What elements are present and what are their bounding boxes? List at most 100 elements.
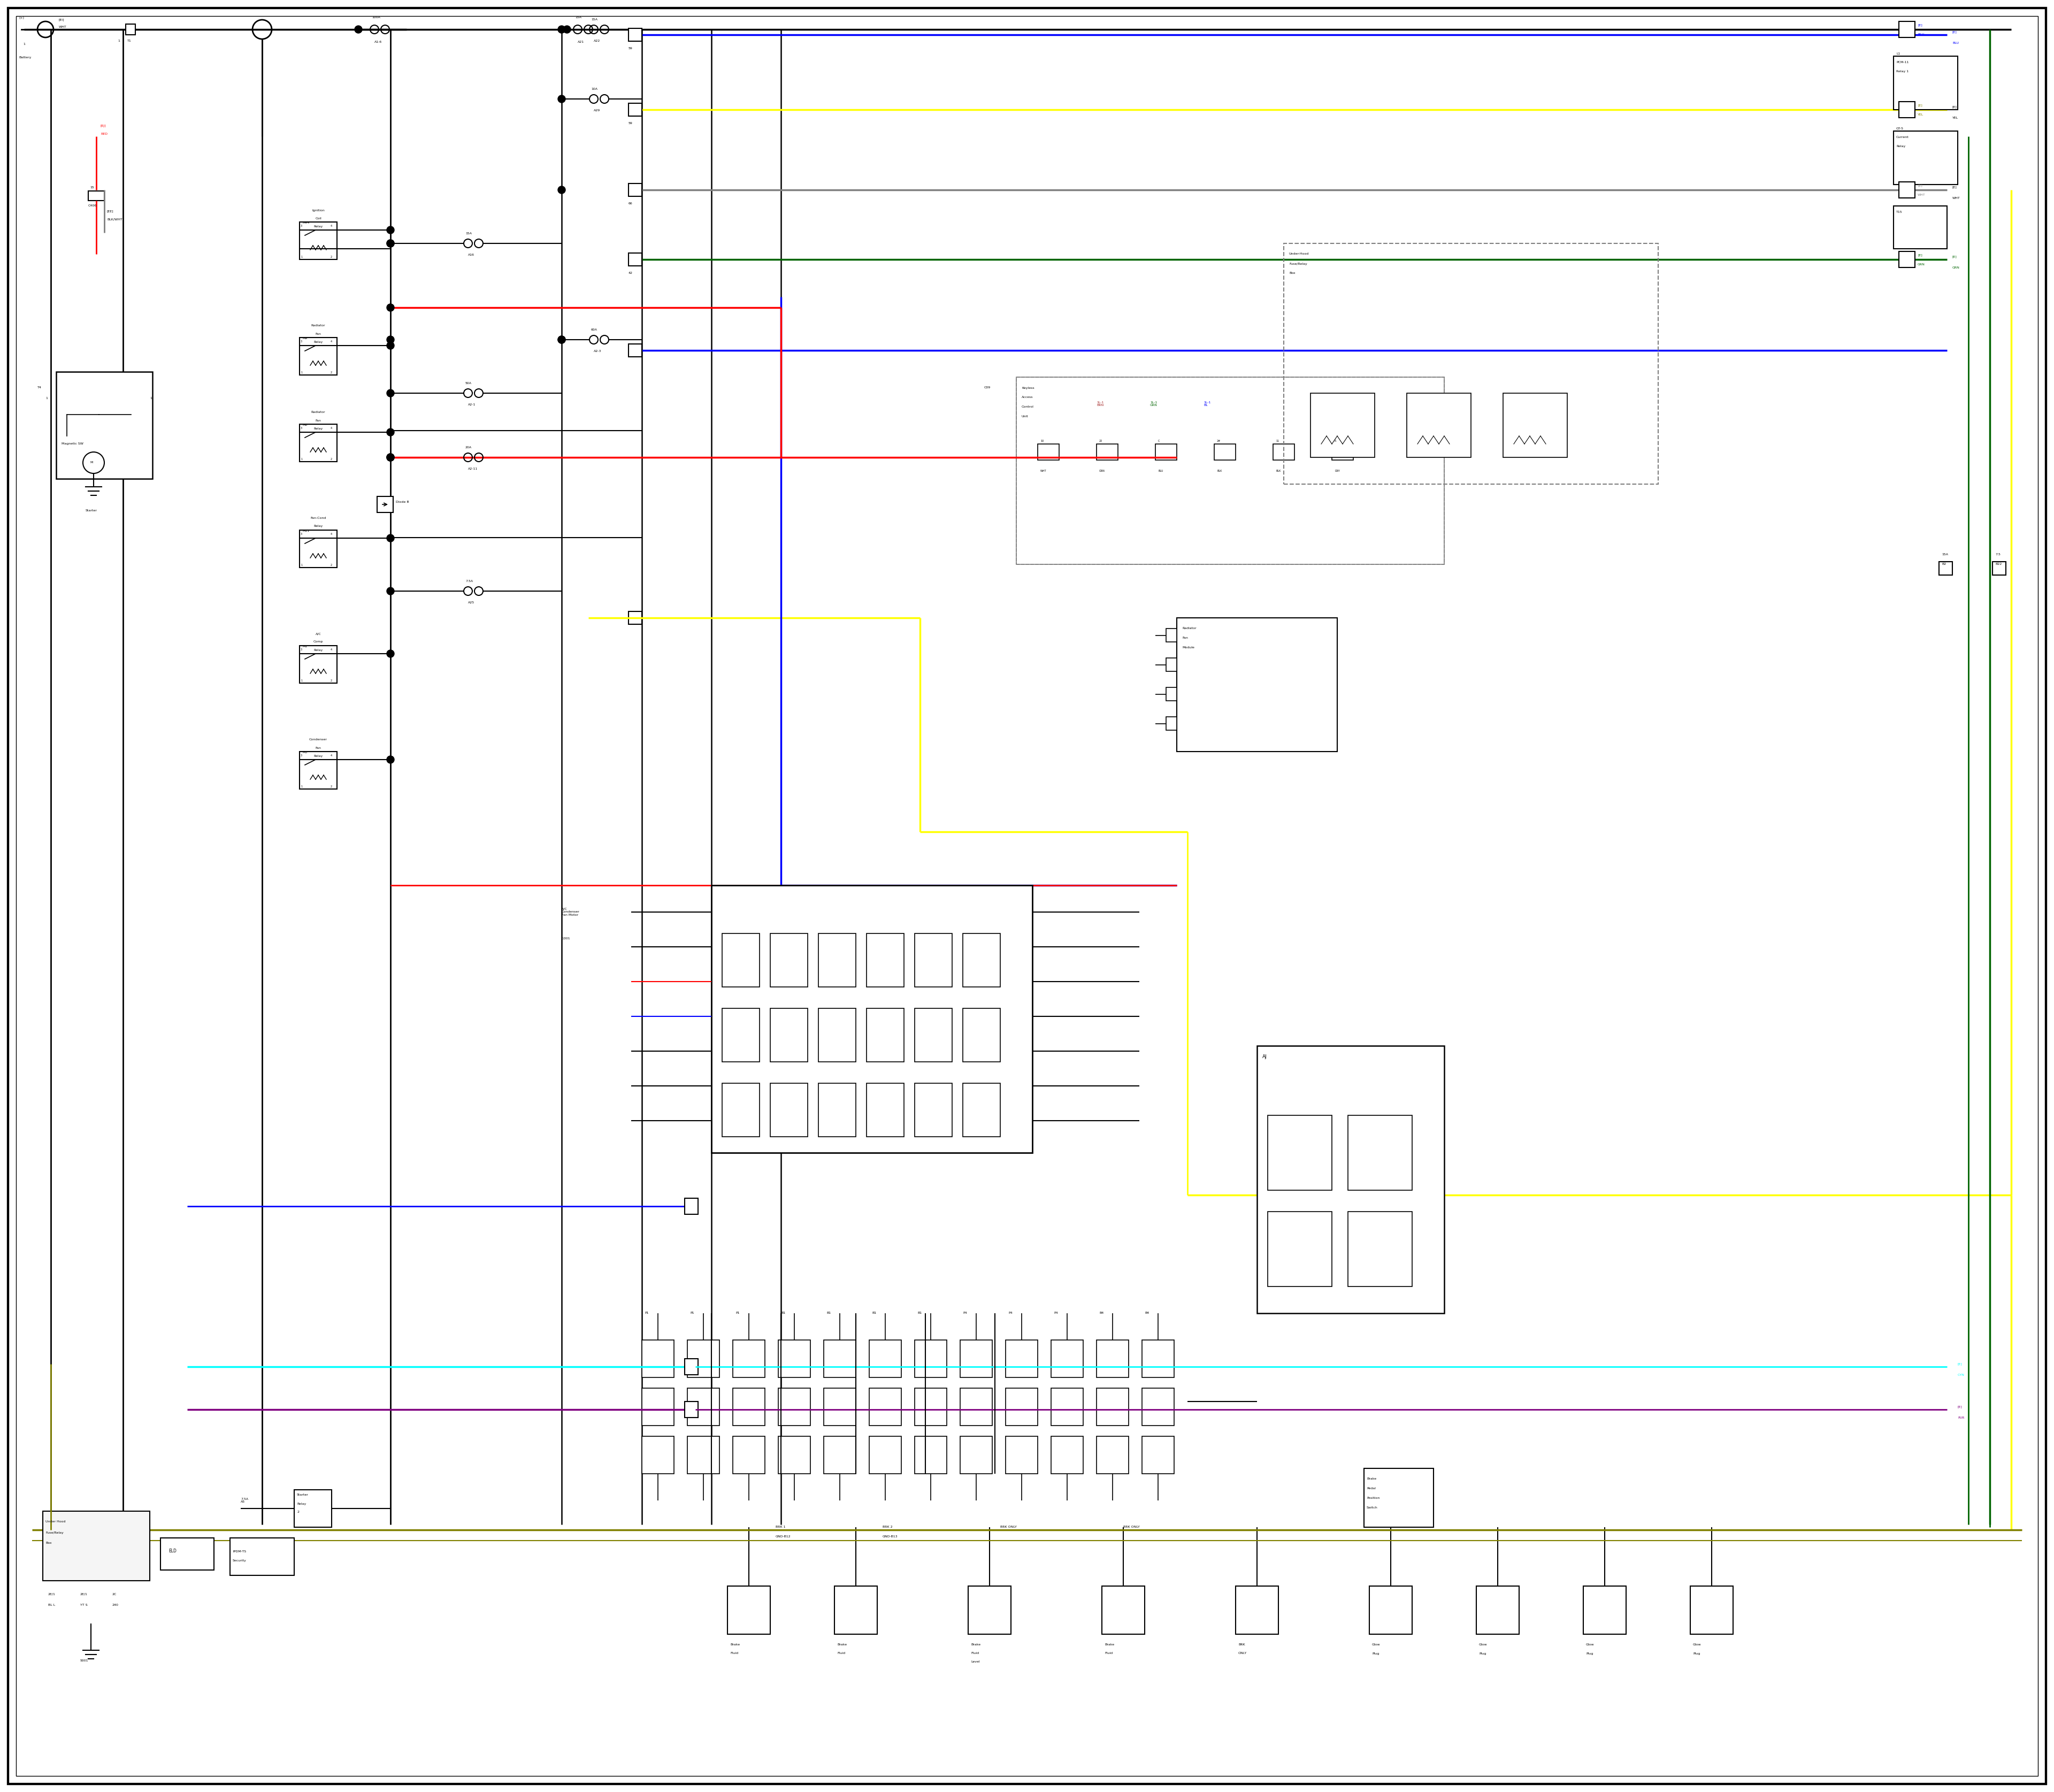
Bar [629,104,641,116]
Bar [869,1340,902,1378]
Bar [629,344,641,357]
Text: GRN: GRN [1918,263,1925,267]
Text: [E]: [E] [1957,1362,1962,1366]
Text: Position: Position [1366,1496,1380,1500]
Bar [1142,1435,1175,1473]
Bar [869,1435,902,1473]
Bar [733,1389,764,1426]
Bar [733,1435,764,1473]
Text: 42: 42 [629,271,633,274]
Bar [733,1340,764,1378]
Text: Condenser: Condenser [310,738,327,742]
Text: Unit: Unit [1021,416,1029,418]
Circle shape [386,305,394,312]
Bar [1017,376,1444,564]
Text: Diode B: Diode B [396,500,409,504]
Bar [824,1340,857,1378]
Bar [1898,251,1914,267]
Text: 7.5: 7.5 [1994,554,2001,556]
Bar [641,1340,674,1378]
Text: A29: A29 [594,109,600,113]
Text: Comp: Comp [314,640,322,643]
Bar [914,1389,947,1426]
Text: M1: M1 [302,645,308,649]
Text: A22: A22 [594,39,600,43]
Text: Under-Hood: Under-Hood [1290,253,1308,256]
Circle shape [386,240,394,247]
Text: DRY: DRY [1335,470,1339,471]
Text: Fuse/Relay: Fuse/Relay [1290,262,1306,265]
Text: 15A: 15A [466,233,472,235]
Text: Brake: Brake [1105,1643,1113,1647]
Bar [914,1340,947,1378]
Bar [1267,1211,1331,1287]
Text: BLK/WHT: BLK/WHT [107,219,123,220]
Bar [300,222,337,260]
Text: Brake: Brake [838,1643,846,1647]
Text: [E]: [E] [1953,186,1957,188]
Text: 1: 1 [45,398,47,400]
Text: 10A: 10A [592,88,598,91]
Text: 100A: 100A [372,16,380,20]
Text: PCM-11: PCM-11 [1896,61,1908,65]
Bar [770,1082,807,1136]
Bar [1894,206,1947,249]
Text: B1: B1 [918,1312,922,1315]
Text: Relay: Relay [314,649,322,650]
Text: GND-B13: GND-B13 [883,1536,898,1538]
Text: Plug: Plug [1372,1652,1378,1654]
Text: M: M [90,461,92,464]
Bar [43,1511,150,1581]
Bar [723,1009,760,1063]
Text: Glow: Glow [1586,1643,1594,1647]
Text: B4: B4 [1144,1312,1148,1315]
Text: A/C
Condenser
Fan Motor: A/C Condenser Fan Motor [561,907,579,916]
Bar [684,1358,698,1374]
Circle shape [355,25,362,34]
Text: M11: M11 [302,530,310,532]
Text: S001: S001 [80,1659,88,1663]
Text: Relay: Relay [314,525,322,527]
Text: Relay: Relay [1896,145,1906,147]
Text: Fan: Fan [316,419,320,421]
Text: GRN: GRN [1953,267,1960,269]
Text: P1: P1 [690,1312,694,1315]
Bar [778,1435,811,1473]
Text: 15A: 15A [575,16,581,20]
Bar [1052,1435,1082,1473]
Text: Current: Current [1896,136,1908,138]
Text: (+): (+) [18,16,25,20]
Text: GT-5: GT-5 [1896,127,1904,129]
Bar [1370,1586,1413,1634]
Bar [959,1340,992,1378]
Bar [959,1389,992,1426]
Text: Fluid: Fluid [972,1652,980,1654]
Bar [723,934,760,987]
Text: Access: Access [1021,396,1033,400]
Bar [770,1009,807,1063]
Bar [1504,392,1567,457]
Text: Radiator: Radiator [310,324,325,328]
Text: A16: A16 [468,254,474,256]
Bar [727,1586,770,1634]
Text: 15: 15 [90,186,94,188]
Text: Module: Module [1183,647,1193,649]
Bar [1052,1340,1082,1378]
Bar [834,1586,877,1634]
Text: A21: A21 [577,41,583,43]
Text: Relay: Relay [314,426,322,430]
Bar [1939,561,1953,575]
Text: 15A: 15A [592,18,598,22]
Text: M9: M9 [302,337,308,340]
Text: Relay: Relay [314,226,322,228]
Text: Plug: Plug [1586,1652,1594,1654]
Text: BRK ONLY: BRK ONLY [1000,1525,1017,1529]
Circle shape [386,335,394,344]
Text: Fluid: Fluid [838,1652,844,1654]
Circle shape [386,756,394,763]
Text: AJ: AJ [1263,1054,1267,1059]
Text: Fan-Cond: Fan-Cond [310,518,327,520]
Text: A2-1: A2-1 [468,403,477,407]
Bar [1477,1586,1520,1634]
Text: WHT: WHT [1918,194,1925,197]
